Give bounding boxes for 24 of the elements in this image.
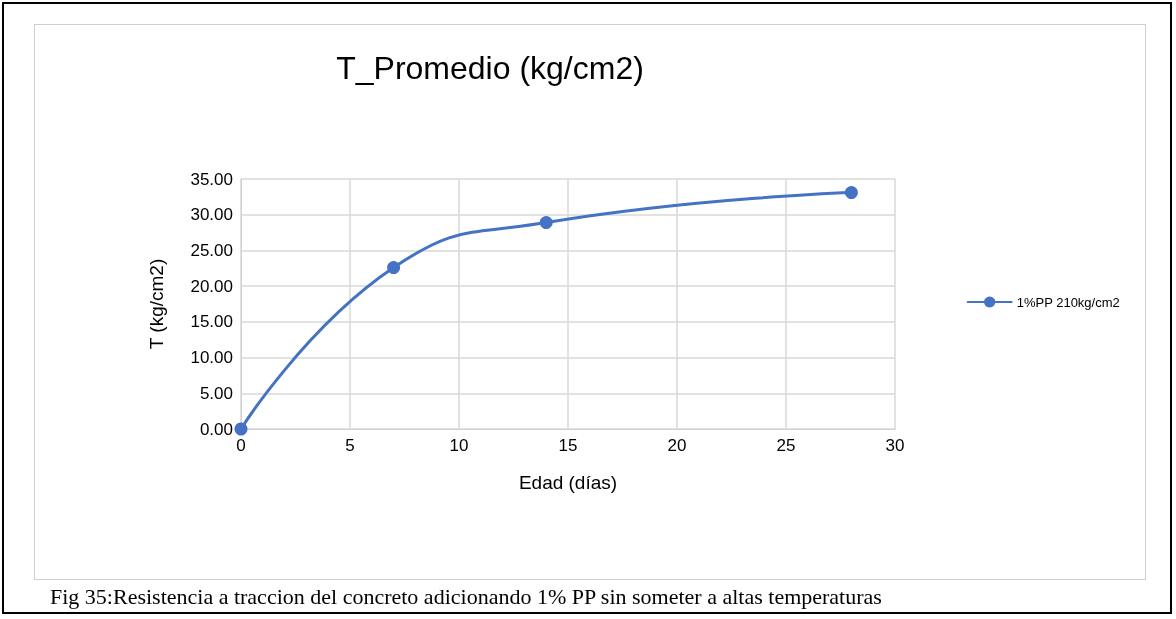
y-tick-label: 20.00 [190, 276, 233, 296]
x-tick-label: 20 [667, 436, 687, 455]
caption: Fig 35:Resistencia a traccion del concreto adicionando 1% PP sin someter a altas temperaturas [50, 584, 882, 610]
point [234, 422, 248, 436]
x-tick-label: 0 [236, 436, 246, 455]
point [844, 186, 858, 200]
chart-title: T_Promedio (kg/cm2) [336, 50, 644, 86]
y-tick-label: 25.00 [190, 240, 233, 260]
x-axis-title: Edad (días) [518, 472, 618, 493]
y-tick-label: 10.00 [190, 348, 233, 368]
y-tick-label: 5.00 [199, 383, 233, 403]
y-tick-label: 0.00 [199, 419, 233, 439]
y-axis-title: T (kg/cm2) [146, 258, 167, 350]
legend-label: 1%PP 210kg/cm2 [1016, 294, 1120, 310]
x-tick-label: 5 [345, 436, 355, 455]
y-tick-label: 30.00 [190, 205, 233, 225]
x-tick-label: 25 [776, 436, 796, 455]
x-tick-label: 10 [449, 436, 469, 455]
y-tick-label: 35.00 [190, 169, 233, 189]
x-tick-label: 15 [558, 436, 578, 455]
y-tick-label: 15.00 [190, 312, 233, 332]
point [387, 261, 401, 275]
point [539, 216, 553, 230]
x-tick-label: 30 [885, 436, 905, 455]
